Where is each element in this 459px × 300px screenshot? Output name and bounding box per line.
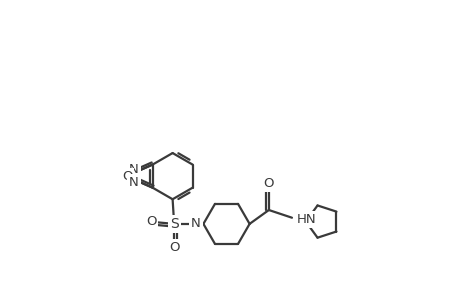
- Text: O: O: [168, 241, 179, 254]
- Text: N: N: [190, 218, 200, 230]
- Text: O: O: [263, 177, 274, 190]
- Text: O: O: [146, 215, 156, 228]
- Text: HN: HN: [296, 213, 315, 226]
- Text: S: S: [169, 217, 178, 231]
- Text: O: O: [122, 169, 132, 183]
- Text: N: N: [129, 163, 139, 176]
- Text: N: N: [129, 176, 139, 189]
